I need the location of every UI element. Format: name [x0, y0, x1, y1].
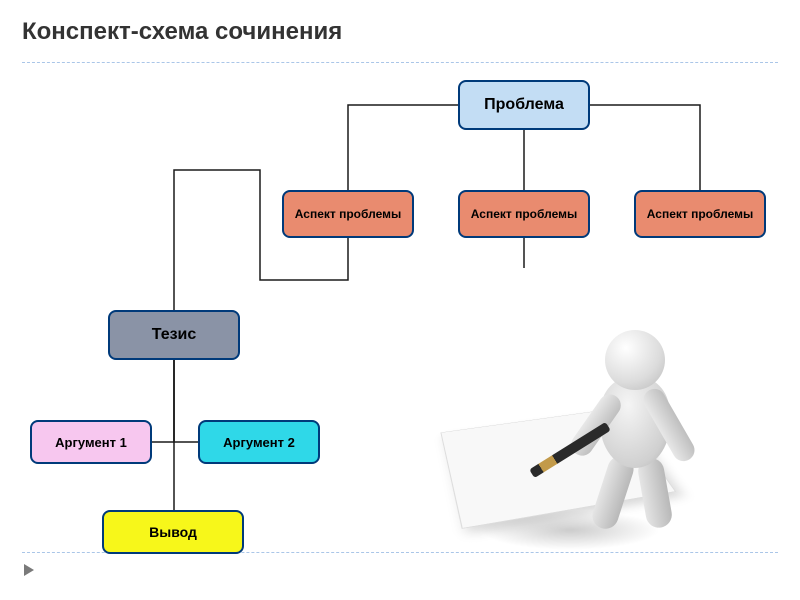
node-label: Проблема — [484, 96, 564, 114]
node-problem: Проблема — [458, 80, 590, 130]
page-title: Конспект-схема сочинения — [22, 18, 342, 46]
node-argument-1: Аргумент 1 — [30, 420, 152, 464]
node-thesis: Тезис — [108, 310, 240, 360]
slide-marker-icon — [24, 564, 34, 576]
node-label: Аспект проблемы — [647, 207, 753, 221]
node-label: Аспект проблемы — [471, 207, 577, 221]
node-conclusion: Вывод — [102, 510, 244, 554]
node-label: Аргумент 1 — [55, 435, 127, 450]
node-label: Аргумент 2 — [223, 435, 295, 450]
node-label: Аспект проблемы — [295, 207, 401, 221]
node-aspect-2: Аспект проблемы — [458, 190, 590, 238]
node-argument-2: Аргумент 2 — [198, 420, 320, 464]
node-label: Вывод — [149, 524, 197, 540]
node-label: Тезис — [152, 326, 197, 344]
writing-figure-illustration — [440, 330, 720, 560]
divider-top — [22, 62, 778, 63]
node-aspect-3: Аспект проблемы — [634, 190, 766, 238]
node-aspect-1: Аспект проблемы — [282, 190, 414, 238]
